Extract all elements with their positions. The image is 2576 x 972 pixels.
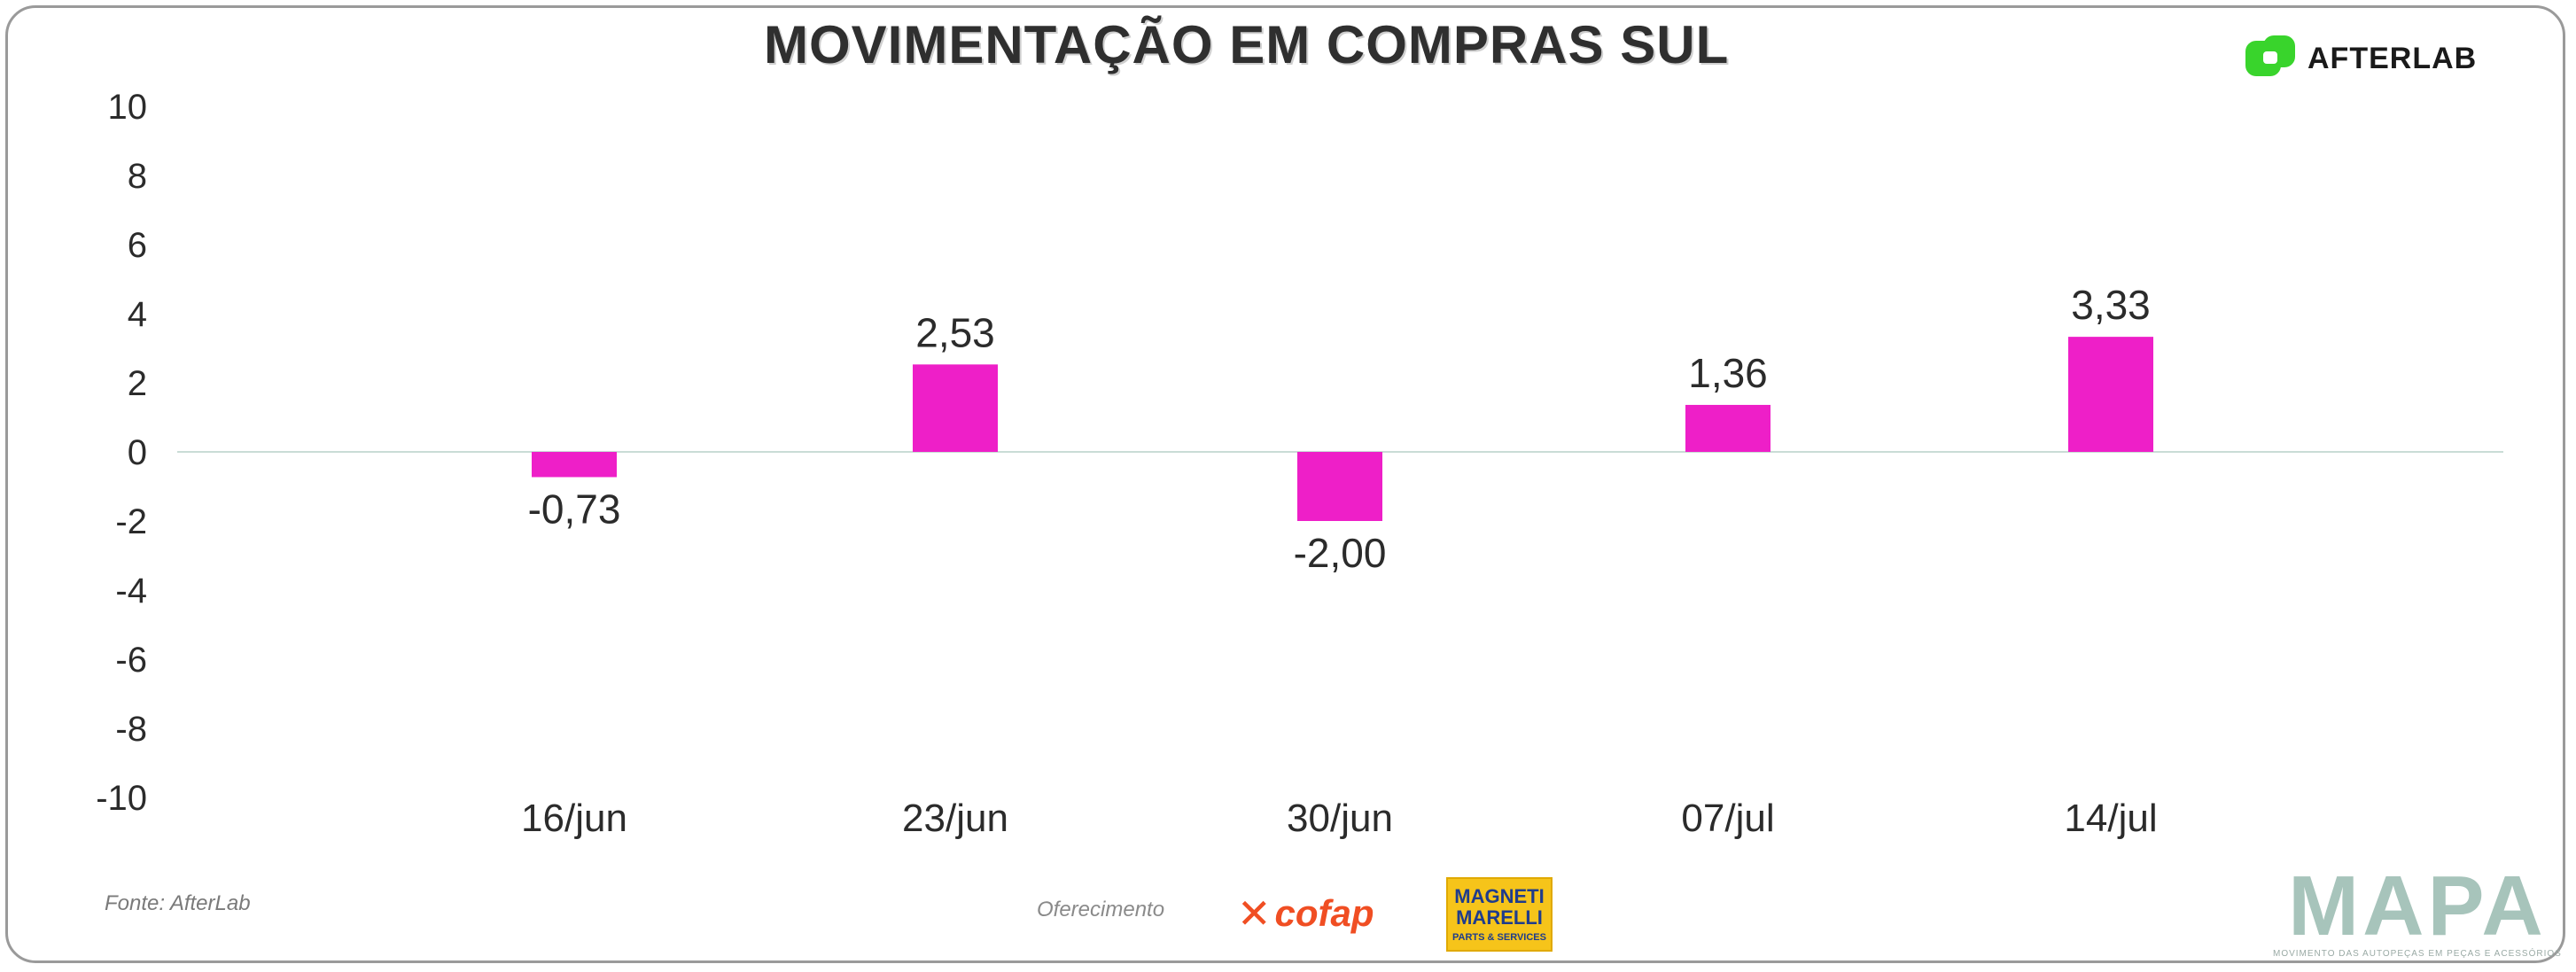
data-label: -0,73 — [528, 486, 621, 532]
y-tick-label: 2 — [128, 364, 147, 403]
cofap-x-icon: ✕ — [1237, 890, 1272, 937]
x-tick-label: 16/jun — [521, 797, 627, 840]
cofap-logo-text: cofap — [1274, 892, 1374, 934]
data-label: 2,53 — [915, 309, 995, 355]
x-tick-label: 14/jul — [2064, 797, 2157, 840]
y-axis-ticks: 10 8 6 4 2 0 -2 -4 -6 -8 -10 — [96, 88, 147, 818]
y-tick-label: 4 — [128, 295, 147, 334]
x-tick-label: 30/jun — [1287, 797, 1393, 840]
bar-series — [532, 337, 2153, 521]
cofap-logo: ✕ cofap — [1237, 890, 1374, 937]
data-label: -2,00 — [1294, 530, 1387, 576]
magneti-marelli-logo: MAGNETI MARELLI PARTS & SERVICES — [1446, 877, 1553, 952]
y-tick-label: 10 — [108, 88, 148, 127]
x-axis-labels: 16/jun 23/jun 30/jun 07/jul 14/jul — [521, 797, 2158, 840]
y-tick-label: -2 — [115, 502, 147, 541]
y-tick-label: 0 — [128, 433, 147, 472]
y-tick-label: -6 — [115, 641, 147, 680]
magneti-logo-text: MAGNETI MARELLI — [1454, 885, 1545, 929]
y-tick-label: 6 — [128, 226, 147, 265]
mapa-logo-tagline: MOVIMENTO DAS AUTOPEÇAS EM PEÇAS E ACESS… — [2273, 949, 2562, 959]
mapa-logo: MAPA MOVIMENTO DAS AUTOPEÇAS EM PEÇAS E … — [2273, 859, 2562, 960]
afterlab-logo: AFTERLAB — [2242, 34, 2477, 83]
mapa-logo-text: MAPA — [2288, 859, 2547, 953]
afterlab-logo-icon — [2245, 35, 2295, 76]
sponsor-label: Oferecimento — [1037, 898, 1165, 921]
x-tick-label: 23/jun — [902, 797, 1008, 840]
y-tick-label: -4 — [115, 572, 147, 610]
chart-title: MOVIMENTAÇÃO EM COMPRAS SUL — [764, 15, 1730, 74]
magneti-logo-subtext: PARTS & SERVICES — [1452, 932, 1546, 943]
data-label: 1,36 — [1688, 350, 1768, 396]
chart-frame — [5, 5, 2565, 963]
afterlab-logo-text: AFTERLAB — [2308, 41, 2478, 75]
y-tick-label: -8 — [115, 710, 147, 749]
bar — [1297, 452, 1382, 521]
source-note: Fonte: AfterLab — [105, 891, 251, 915]
y-tick-label: 8 — [128, 157, 147, 196]
bar — [1685, 404, 1771, 452]
x-tick-label: 07/jul — [1681, 797, 1774, 840]
y-tick-label: -10 — [96, 779, 147, 818]
bar — [532, 452, 617, 478]
bar — [913, 364, 998, 452]
data-label: 3,33 — [2071, 282, 2151, 328]
bar — [2068, 337, 2153, 452]
data-labels: -0,73 2,53 -2,00 1,36 3,33 — [528, 282, 2151, 576]
